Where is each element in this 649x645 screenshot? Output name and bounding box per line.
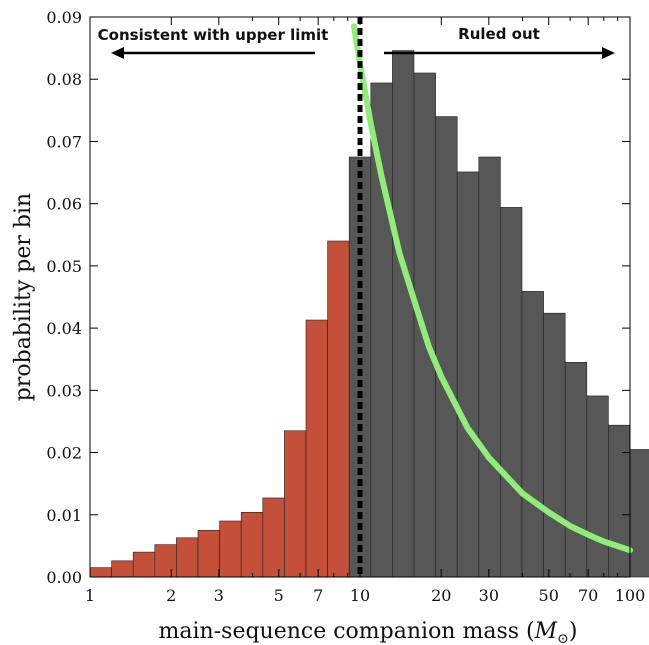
histogram-bar (197, 530, 220, 578)
histogram-bar (608, 424, 631, 578)
histogram-bar (132, 551, 156, 578)
x-tick-label: 70 (578, 586, 598, 605)
histogram-bar (370, 82, 393, 578)
histogram-bar (262, 497, 285, 578)
y-tick-label: 0.09 (46, 8, 82, 27)
histogram-bar (629, 449, 649, 578)
curve-layer (351, 23, 633, 554)
y-tick-label: 0.04 (46, 319, 82, 338)
left-arrow-icon (111, 47, 315, 59)
ticks-layer: 0.00 0.01 0.02 0.03 0.04 0.05 0.06 0.07 0.08 0.09… (46, 8, 645, 605)
y-tick-label: 0.07 (46, 132, 82, 151)
x-tick-label: 5 (274, 586, 284, 605)
y-tick-label: 0.03 (46, 381, 82, 400)
histogram-bar (478, 156, 501, 578)
histogram-bar (219, 520, 242, 578)
histogram-bar (586, 395, 609, 578)
x-axis-title-text: main-sequence companion mass ( (159, 619, 535, 644)
histogram-bar (456, 171, 480, 578)
x-tick-label: 30 (479, 586, 499, 605)
histogram-bar (89, 567, 112, 578)
histogram-bar (564, 362, 588, 578)
x-tick-label: 2 (166, 586, 176, 605)
x-tick-label: 1 (85, 586, 95, 605)
x-axis-title-close: ) (569, 619, 578, 644)
y-tick-label: 0.02 (46, 444, 82, 463)
x-tick-label: 50 (539, 586, 559, 605)
x-tick-label: 3 (214, 586, 224, 605)
histogram-bar (500, 207, 523, 578)
histogram-bar (111, 560, 134, 578)
histogram-bar (327, 240, 350, 578)
y-tick-label: 0.05 (46, 257, 82, 276)
histogram-bar (154, 544, 177, 578)
histogram-bar (521, 291, 544, 578)
left-annotation-label: Consistent with upper limit (98, 26, 329, 44)
y-tick-label: 0.01 (46, 506, 82, 525)
x-tick-label: 100 (615, 586, 646, 605)
x-tick-label: 20 (431, 586, 451, 605)
histogram-bar (176, 537, 199, 578)
x-tick-label: 7 (313, 586, 323, 605)
x-tick-label: 10 (350, 586, 370, 605)
x-axis-title: main-sequence companion mass (M⊙) (159, 619, 578, 645)
model-curve (351, 23, 633, 554)
x-axis-title-subscript: ⊙ (557, 631, 569, 645)
histogram-bar (284, 430, 307, 578)
y-tick-label: 0.06 (46, 195, 82, 214)
histogram-bar (240, 511, 264, 578)
x-axis-title-symbol: M (534, 619, 558, 644)
y-tick-label: 0.08 (46, 70, 82, 89)
histogram-bar (435, 116, 458, 578)
right-arrow-icon (384, 47, 615, 59)
annotations: Consistent with upper limit Ruled out (98, 25, 615, 59)
histogram-bar (392, 50, 415, 578)
histogram-bar (305, 319, 328, 578)
histogram-bar (543, 312, 566, 578)
y-axis-title: probability per bin (11, 193, 36, 401)
right-annotation-label: Ruled out (458, 25, 540, 43)
y-tick-label: 0.00 (46, 568, 82, 587)
